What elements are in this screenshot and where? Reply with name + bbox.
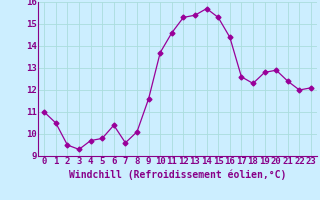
X-axis label: Windchill (Refroidissement éolien,°C): Windchill (Refroidissement éolien,°C) bbox=[69, 169, 286, 180]
